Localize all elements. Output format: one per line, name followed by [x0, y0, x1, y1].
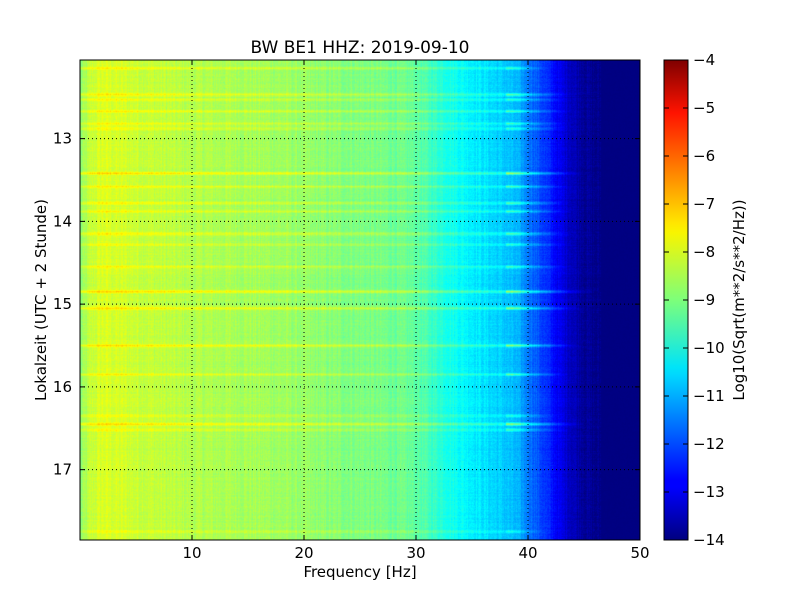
y-tick-label: 13: [53, 130, 72, 148]
colorbar-tick-label: −4: [693, 51, 715, 69]
plot-frame: [79, 59, 641, 541]
colorbar-tick-label: −14: [693, 531, 725, 549]
colorbar-tick-label: −9: [693, 291, 715, 309]
y-axis: 13 14 15 16 17: [53, 130, 640, 479]
colorbar-ticks: −4 −5 −6 −7 −8 −9 −10 −11 −12 −13 −14: [664, 51, 725, 549]
x-tick-label: 50: [630, 544, 649, 562]
colorbar-tick-label: −7: [693, 195, 715, 213]
x-tick-label: 30: [406, 544, 425, 562]
colorbar-tick-label: −11: [693, 387, 725, 405]
colorbar-tick-label: −10: [693, 339, 725, 357]
x-tick-label: 20: [294, 544, 313, 562]
colorbar-tick-label: −8: [693, 243, 715, 261]
spectrogram-heatmap: [80, 60, 640, 540]
x-axis: 10 20 30 40 50: [182, 60, 650, 562]
y-tick-label: 15: [53, 295, 72, 313]
colorbar: −4 −5 −6 −7 −8 −9 −10 −11 −12 −13 −14 Log10(Sqrt(m…: [663, 51, 748, 549]
colorbar-tick-label: −13: [693, 483, 725, 501]
plot-area: [80, 60, 640, 540]
y-tick-label: 14: [53, 212, 72, 230]
grid-lines: [80, 60, 640, 540]
y-tick-label: 17: [53, 461, 72, 479]
chart-title: BW BE1 HHZ: 2019-09-10: [250, 38, 469, 58]
x-tick-label: 40: [518, 544, 537, 562]
y-tick-label: 16: [53, 378, 72, 396]
colorbar-tick-label: −12: [693, 435, 725, 453]
colorbar-tick-label: −6: [693, 147, 715, 165]
x-axis-label: Frequency [Hz]: [303, 563, 416, 581]
y-axis-label: Lokalzeit (UTC + 2 Stunde): [32, 199, 50, 401]
colorbar-tick-label: −5: [693, 99, 715, 117]
colorbar-label: Log10(Sqrt(m**2/s**2/Hz)): [730, 199, 748, 400]
x-tick-label: 10: [182, 544, 201, 562]
